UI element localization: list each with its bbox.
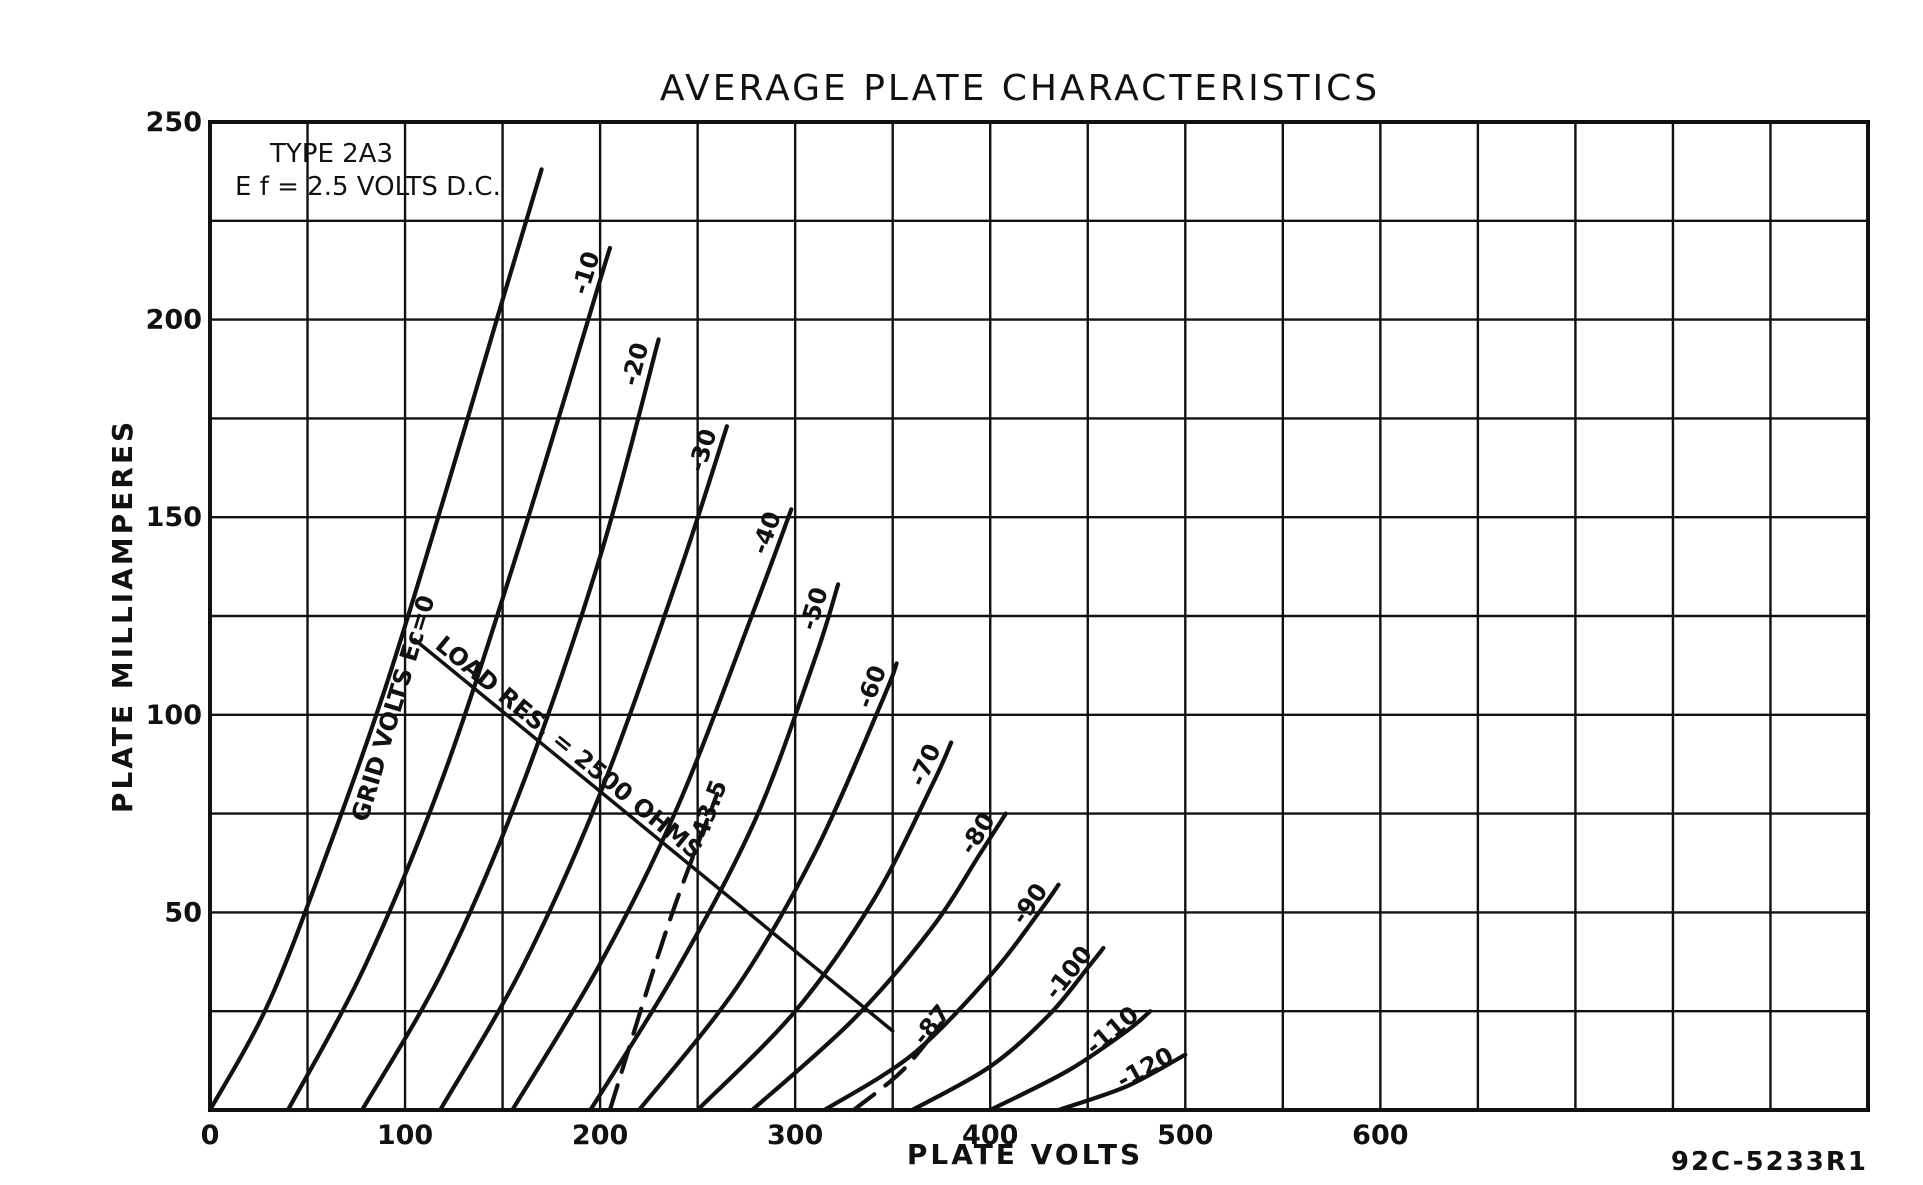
x-tick-label: 200 [572,1120,628,1151]
curve-label: -40 [746,508,787,558]
curve-label: -30 [683,426,723,476]
curve-label: -120 [1112,1041,1178,1094]
y-tick-label: 50 [164,897,202,928]
plate-curve [285,245,613,1113]
x-tick-label: 500 [1157,1120,1213,1151]
curve-label: -70 [903,739,946,790]
plate-curve [910,945,1106,1113]
curve-label: -87 [907,999,956,1050]
plate-curve [360,337,661,1113]
x-tick-label: 100 [377,1120,433,1151]
x-tick-label: 400 [962,1120,1018,1151]
curve-label: -110 [1080,1000,1144,1060]
x-axis-title: PLATE VOLTS [907,1138,1143,1171]
curve-label: -90 [1006,878,1054,930]
legend-box: TYPE 2A3 E f = 2.5 VOLTS D.C. [235,139,501,202]
plate-curve [1056,1052,1188,1113]
plate-curve [510,507,794,1113]
type-note: TYPE 2A3 [269,139,393,169]
curve-label: -80 [954,808,1001,860]
plot-frame [208,120,1870,1112]
plate-curve [607,791,720,1113]
tick-labels: 0 100 200 300 400 500 600 50 100 150 200 250 [146,107,1409,1151]
y-tick-label: 200 [146,305,202,336]
grid-volts-label: GRID VOLTS Ec=0 [346,592,441,825]
figure-id: 92C-5233R1 [1671,1147,1868,1177]
x-tick-label: 0 [201,1120,220,1151]
x-tick-label: 300 [767,1120,823,1151]
plate-curve [588,582,841,1113]
filament-note: E f = 2.5 VOLTS D.C. [235,172,501,202]
y-tick-label: 250 [146,107,202,138]
y-axis-title: PLATE MILLIAMPERES [106,419,139,813]
curve-labels: -10-20-30-40-50-60-70-80-90-100-110-120-… [346,248,1178,1095]
load-line [413,637,895,1033]
plate-curve [851,1021,944,1113]
y-tick-label: 150 [146,502,202,533]
curve-label: -100 [1039,940,1098,1004]
x-tick-label: 600 [1352,1120,1408,1151]
plate-curve [207,167,544,1113]
plate-curve [988,1009,1153,1113]
plate-curve [637,661,899,1113]
load-line-label: LOAD RES. = 2500 OHMS [430,630,708,864]
plate-curves [207,167,1188,1113]
plate-curve [822,882,1061,1113]
grid [210,122,1868,1110]
chart-title: AVERAGE PLATE CHARACTERISTICS [660,68,1380,109]
plate-curve [695,740,954,1113]
y-tick-label: 100 [146,700,202,731]
plate-curve [750,811,1008,1113]
curve-label: -60 [851,662,893,713]
